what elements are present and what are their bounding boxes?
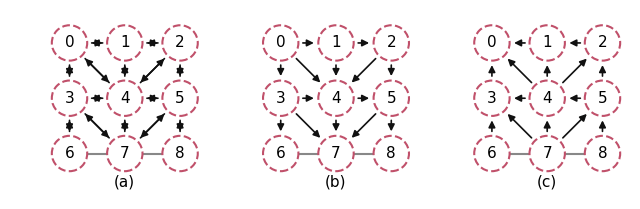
Text: 5: 5 [175,91,185,106]
Text: 1: 1 [542,36,552,50]
Text: 2: 2 [387,36,396,50]
Circle shape [52,80,87,116]
Circle shape [318,80,354,116]
Text: 7: 7 [120,146,130,161]
Text: 3: 3 [487,91,497,106]
Text: 8: 8 [175,146,185,161]
Circle shape [318,25,354,61]
Circle shape [374,80,409,116]
Circle shape [529,25,565,61]
Circle shape [52,136,87,171]
Text: 0: 0 [65,36,74,50]
Text: (a): (a) [114,175,136,190]
Text: (b): (b) [325,175,347,190]
Text: 1: 1 [120,36,130,50]
Circle shape [474,25,509,61]
Circle shape [529,136,565,171]
Text: 3: 3 [65,91,74,106]
Circle shape [263,136,298,171]
Text: 8: 8 [387,146,396,161]
Text: 7: 7 [542,146,552,161]
Text: 4: 4 [120,91,130,106]
Text: 5: 5 [598,91,607,106]
Circle shape [374,136,409,171]
Circle shape [529,80,565,116]
Circle shape [163,25,198,61]
Circle shape [52,25,87,61]
Circle shape [163,136,198,171]
Text: 1: 1 [331,36,341,50]
Circle shape [263,25,298,61]
Text: 5: 5 [387,91,396,106]
Circle shape [107,80,143,116]
Text: (c): (c) [537,175,557,190]
Text: 3: 3 [276,91,285,106]
Circle shape [318,136,354,171]
Circle shape [163,80,198,116]
Circle shape [474,136,509,171]
Circle shape [107,25,143,61]
Circle shape [474,80,509,116]
Text: 4: 4 [542,91,552,106]
Text: 6: 6 [487,146,497,161]
Circle shape [585,25,620,61]
Text: 7: 7 [331,146,341,161]
Text: 0: 0 [276,36,285,50]
Text: 4: 4 [331,91,341,106]
Circle shape [263,80,298,116]
Text: 6: 6 [65,146,74,161]
Circle shape [585,80,620,116]
Circle shape [374,25,409,61]
Text: 0: 0 [487,36,497,50]
Circle shape [585,136,620,171]
Circle shape [107,136,143,171]
Text: 2: 2 [598,36,607,50]
Text: 2: 2 [175,36,185,50]
Text: 6: 6 [276,146,285,161]
Text: 8: 8 [598,146,607,161]
